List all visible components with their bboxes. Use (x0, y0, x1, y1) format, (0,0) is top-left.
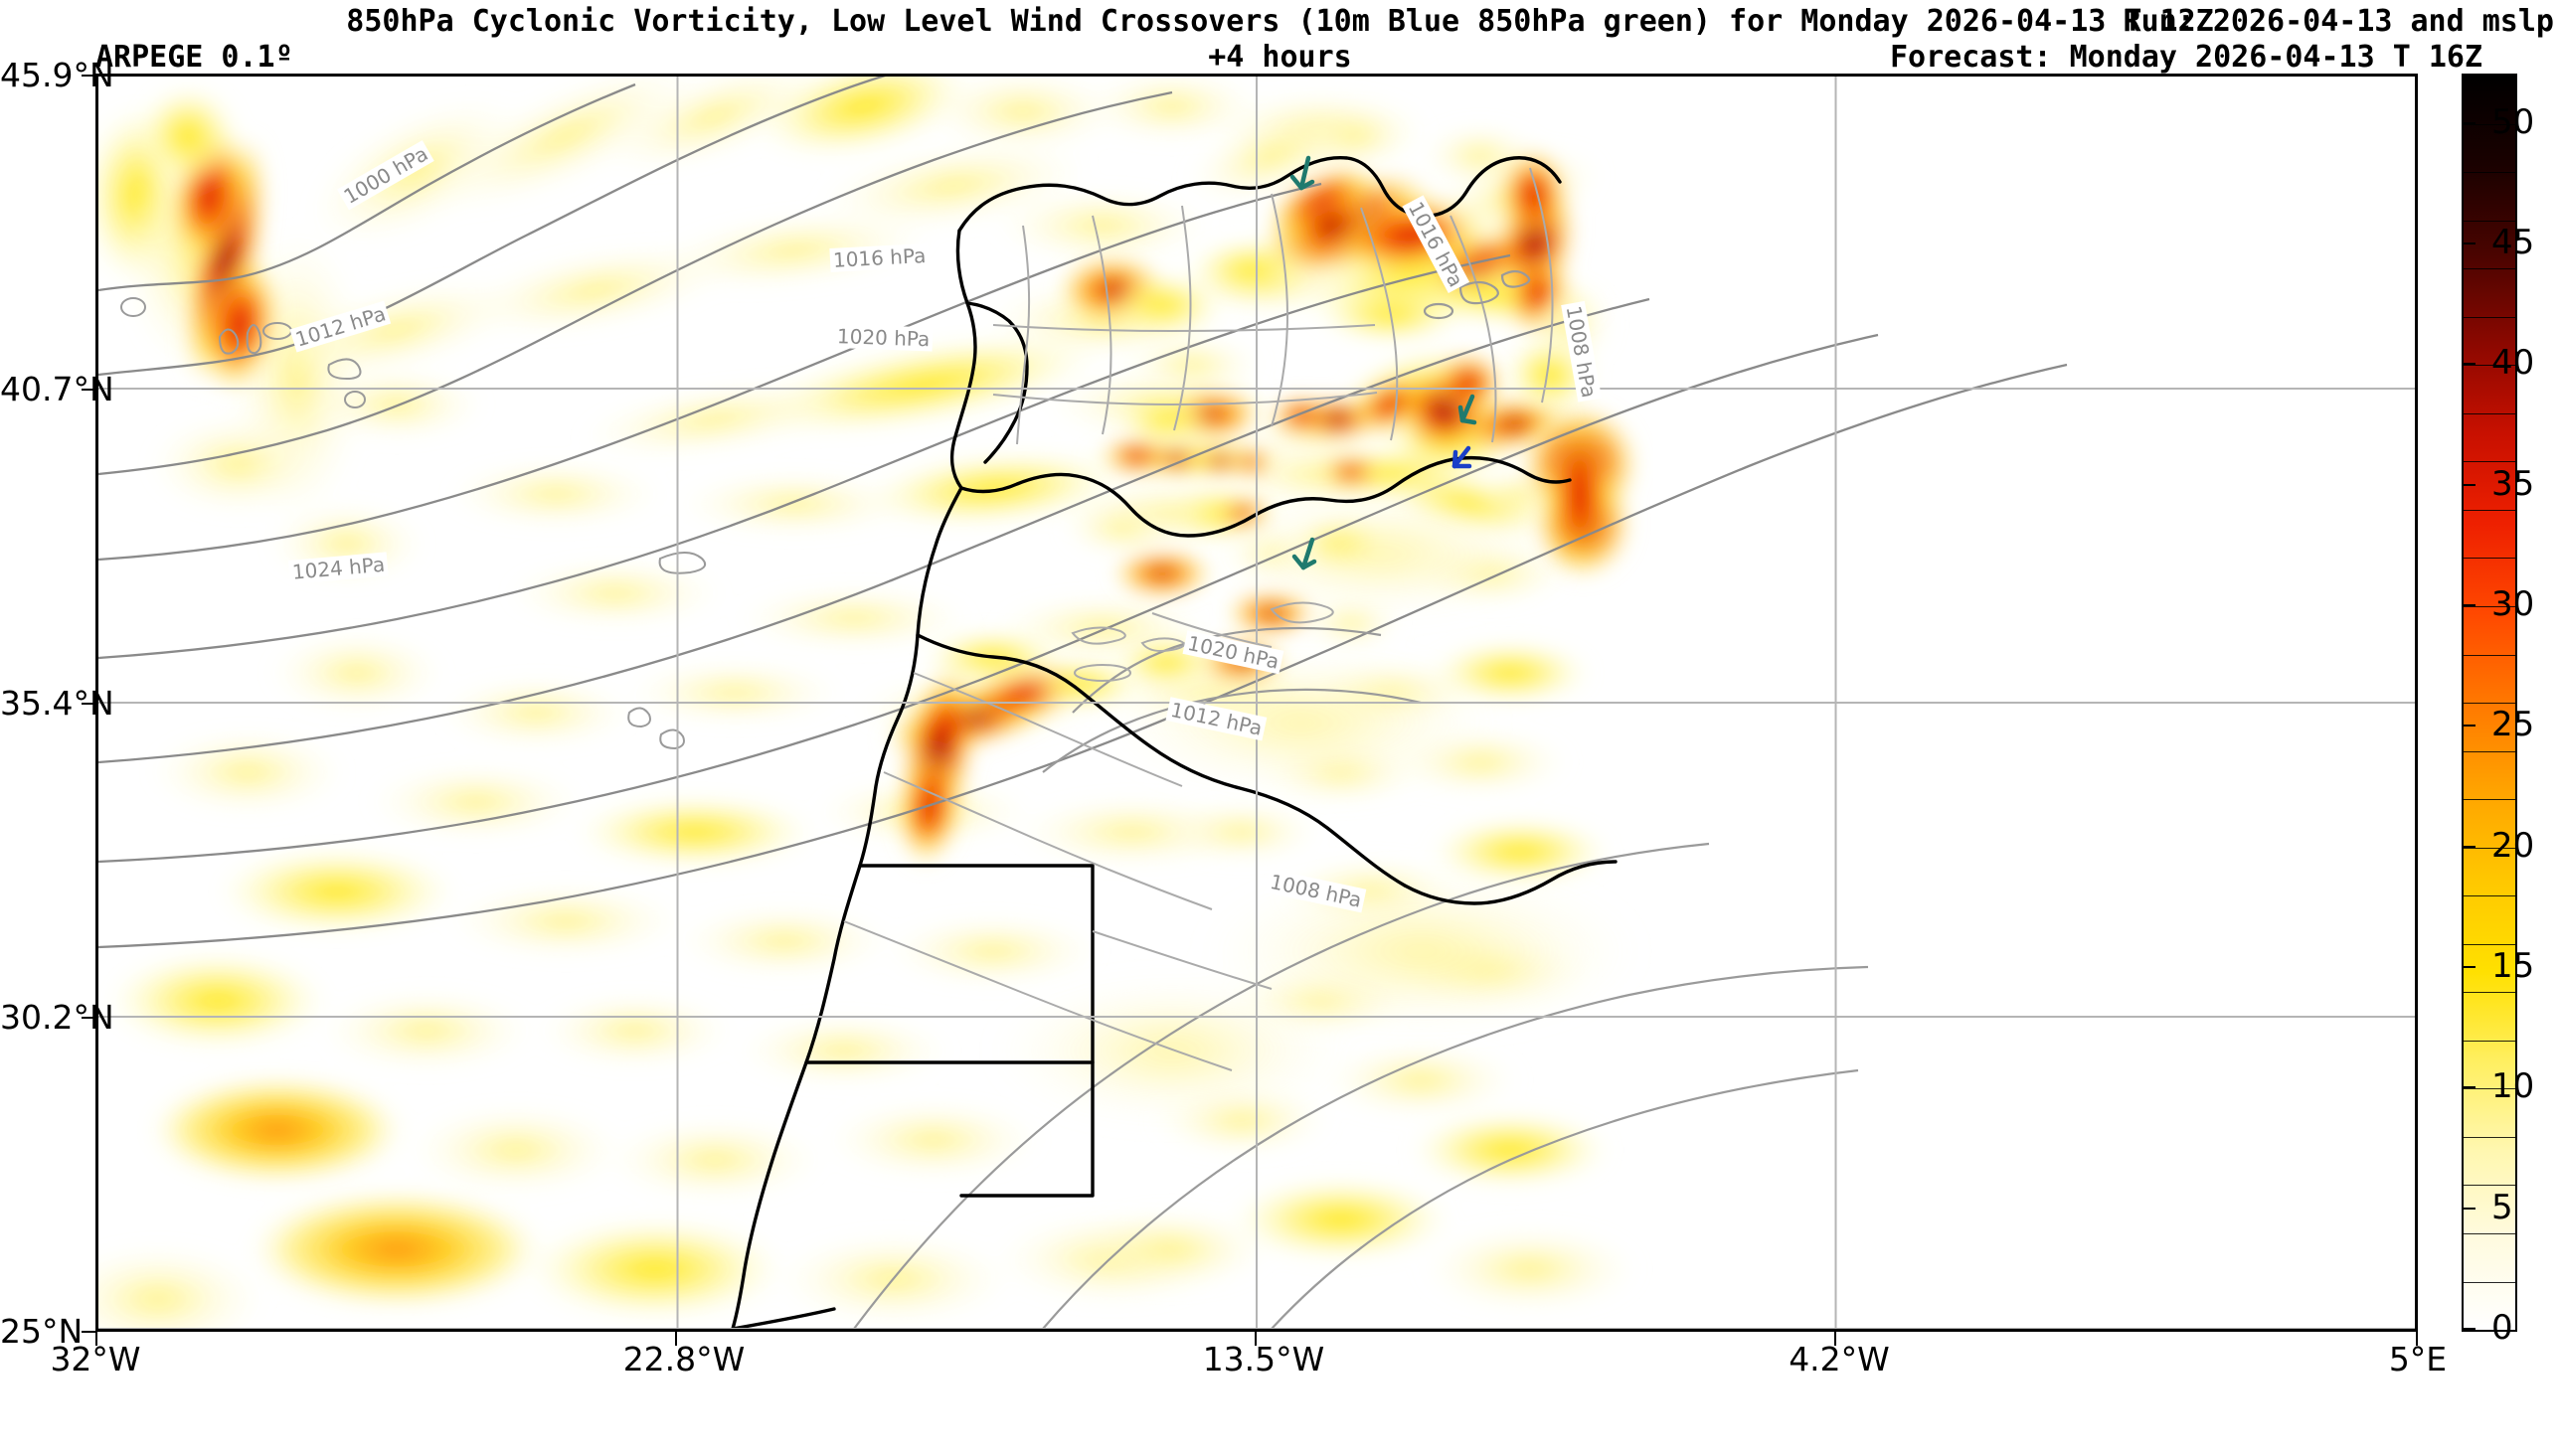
xtick-mark-22-8w (675, 1332, 677, 1346)
colorbar-tick-label: 5 (2491, 1187, 2513, 1227)
colorbar-separator (2464, 365, 2515, 367)
colorbar-tick-label: 15 (2491, 946, 2535, 986)
ytick-label-40-7: 40.7°N (0, 370, 114, 408)
colorbar-separator (2464, 123, 2515, 125)
colorbar-tick-mark (2462, 845, 2475, 848)
xtick-label-13-5w: 13.5°W (1202, 1340, 1325, 1378)
colorbar-tick-label: 45 (2491, 222, 2535, 262)
model-run-label: Run: 2026-04-13 and mslp (2123, 4, 2554, 39)
colorbar-separator (2464, 1088, 2515, 1090)
colorbar-tick-label: 0 (2491, 1308, 2513, 1348)
ytick-mark-35-4 (82, 703, 95, 705)
ytick-label-35-4: 35.4°N (0, 684, 114, 723)
colorbar-tick-mark (2462, 363, 2475, 366)
colorbar-separator (2464, 750, 2515, 752)
ytick-mark-40-7 (82, 389, 95, 391)
colorbar-tick-mark (2462, 1207, 2475, 1210)
colorbar-separator (2464, 220, 2515, 222)
colorbar-separator (2464, 847, 2515, 849)
xtick-mark-32w (95, 1332, 97, 1346)
colorbar-separator (2464, 1136, 2515, 1138)
colorbar-separator (2464, 799, 2515, 801)
ytick-label-25: 25°N (0, 1312, 84, 1351)
colorbar-separator (2464, 605, 2515, 607)
colorbar-tick-mark (2462, 121, 2475, 124)
ytick-mark-25 (82, 1331, 95, 1333)
colorbar-separator (2464, 703, 2515, 704)
colorbar-separator (2464, 268, 2515, 270)
ytick-label-45-9: 45.9°N (0, 56, 114, 94)
colorbar-separator (2464, 943, 2515, 945)
map-plot-area[interactable]: 1000 hPa 1012 hPa 1016 hPa 1020 hPa 1024 hPa… (95, 74, 2418, 1332)
colorbar-tick-label: 30 (2491, 583, 2535, 624)
colorbar-tick-label: 10 (2491, 1066, 2535, 1107)
colorbar-separator (2464, 509, 2515, 511)
xtick-label-4-2w: 4.2°W (1789, 1340, 1890, 1378)
xtick-mark-4-2w (1834, 1332, 1836, 1346)
colorbar-tick-mark (2462, 1328, 2475, 1330)
model-name-label: ARPEGE 0.1º (95, 40, 293, 75)
lead-time-label: +4 hours (1208, 40, 1352, 75)
colorbar-tick-mark (2462, 966, 2475, 968)
colorbar-separator (2464, 654, 2515, 656)
colorbar-tick-label: 40 (2491, 343, 2535, 384)
colorbar-separator (2464, 172, 2515, 174)
colorbar-separator (2464, 1040, 2515, 1042)
isobar-label: 1020 hPa (833, 324, 934, 352)
xtick-label-22-8w: 22.8°W (622, 1340, 746, 1378)
colorbar-tick-mark (2462, 725, 2475, 728)
colorbar-tick-label: 25 (2491, 705, 2535, 745)
colorbar-tick-label: 35 (2491, 463, 2535, 504)
ytick-mark-30-2 (82, 1017, 95, 1019)
colorbar-separator (2464, 992, 2515, 994)
colorbar-separator (2464, 1232, 2515, 1234)
colorbar-separator (2464, 558, 2515, 560)
admin-regions (843, 167, 1554, 1071)
page-title: 850hPa Cyclonic Vorticity, Low Level Win… (346, 4, 2214, 39)
colorbar-tick-mark (2462, 242, 2475, 244)
ytick-mark-45-9 (82, 75, 95, 77)
colorbar[interactable] (2462, 74, 2517, 1332)
colorbar-tick-mark (2462, 483, 2475, 486)
coastlines (731, 155, 1618, 1329)
xtick-mark-13-5w (1255, 1332, 1257, 1346)
colorbar-separator (2464, 461, 2515, 463)
wind-crossover-arrows (1289, 155, 1477, 570)
graticule (98, 77, 2415, 1329)
colorbar-tick-mark (2462, 1086, 2475, 1089)
forecast-valid-label: Forecast: Monday 2026-04-13 T 16Z (1889, 40, 2482, 75)
colorbar-tick-mark (2462, 603, 2475, 606)
colorbar-separator (2464, 895, 2515, 897)
xtick-label-32w: 32°W (50, 1340, 141, 1378)
xtick-mark-5e (2416, 1332, 2418, 1346)
colorbar-separator (2464, 412, 2515, 414)
colorbar-separator (2464, 1281, 2515, 1283)
colorbar-separator (2464, 1185, 2515, 1187)
xtick-label-5e: 5°E (2388, 1340, 2448, 1378)
vorticity-field (98, 77, 2415, 1329)
colorbar-tick-label: 50 (2491, 101, 2535, 142)
ytick-label-30-2: 30.2°N (0, 998, 114, 1037)
colorbar-separator (2464, 316, 2515, 318)
colorbar-tick-label: 20 (2491, 825, 2535, 866)
mslp-contours (98, 77, 2068, 949)
